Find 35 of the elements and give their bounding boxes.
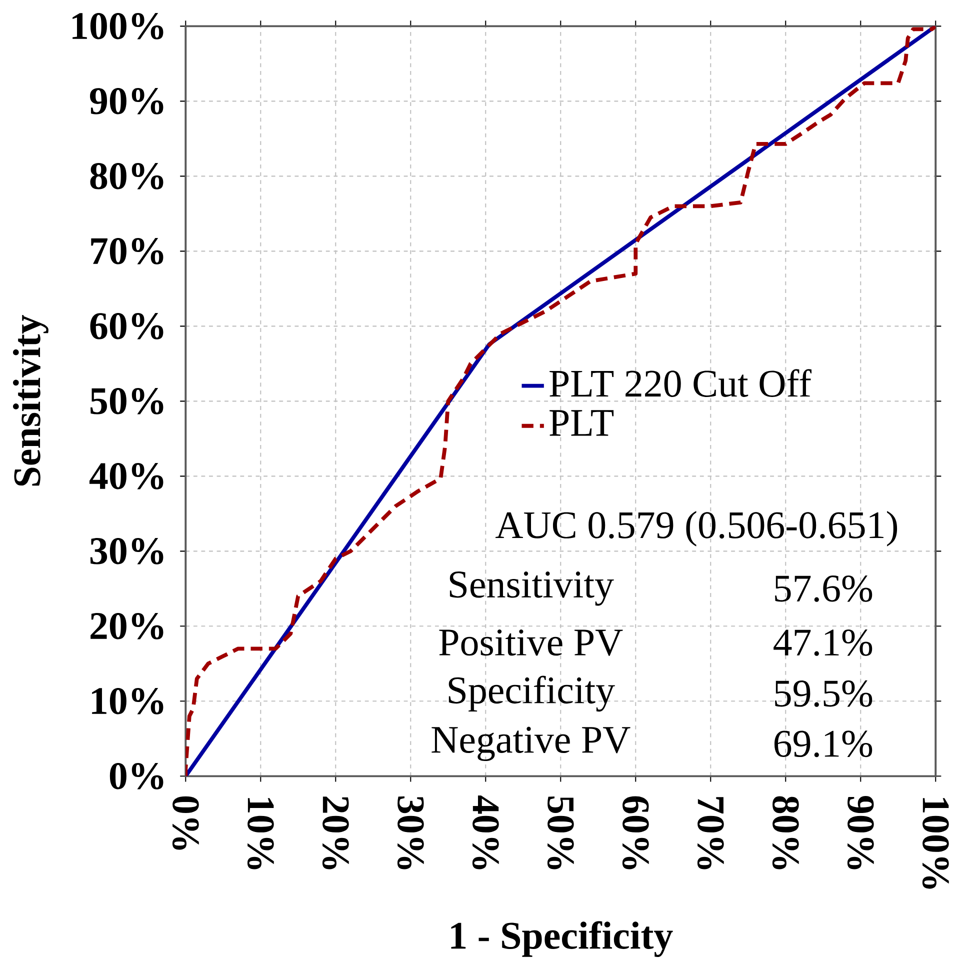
y-tick-label: 60% [90,312,164,340]
y-tick-label: 20% [90,612,164,640]
y-tick-label: 40% [90,462,164,490]
x-tick-label: 10% [248,798,274,870]
annotation: Sensitivity [450,572,614,606]
y-tick-label: 100% [72,12,164,40]
annotation: 59.5% [775,680,872,707]
x-tick-label: 30% [398,796,424,870]
y-tick-label: 70% [91,238,164,264]
y-axis-title: Sensitivity [13,314,49,486]
x-tick-label: 20% [322,796,349,870]
x-tick-label: 70% [698,797,724,870]
y-tick-label: 80% [90,162,164,190]
x-tick-label: 0% [172,796,199,850]
y-tick-label: 0% [110,762,164,790]
x-tick-label: 90% [848,796,874,870]
annotation: 47.1% [774,629,872,656]
annotation: Specificity [448,676,616,712]
x-tick-label: 60% [622,796,649,870]
annotation: 57.6% [775,575,872,602]
legend-label: PLT [550,410,614,436]
x-tick-label: 50% [548,796,574,870]
y-tick-label: 30% [90,538,164,564]
x-tick-label: 80% [772,796,799,870]
y-tick-label: 90% [90,88,164,114]
x-axis-title: 1 - Specificity [451,921,673,958]
x-tick-label: 100% [922,798,949,889]
annotation: Negative PV [432,726,630,762]
annotation: AUC 0.579 (0.506-0.651) [496,511,898,546]
annotation: 69.1% [774,730,872,758]
y-tick-label: 50% [90,388,164,414]
x-tick-label: 40% [472,795,499,870]
legend-label: PLT 220 Cut Off [550,369,812,397]
y-tick-label: 10% [92,688,164,714]
annotation: Positive PV [439,629,623,656]
